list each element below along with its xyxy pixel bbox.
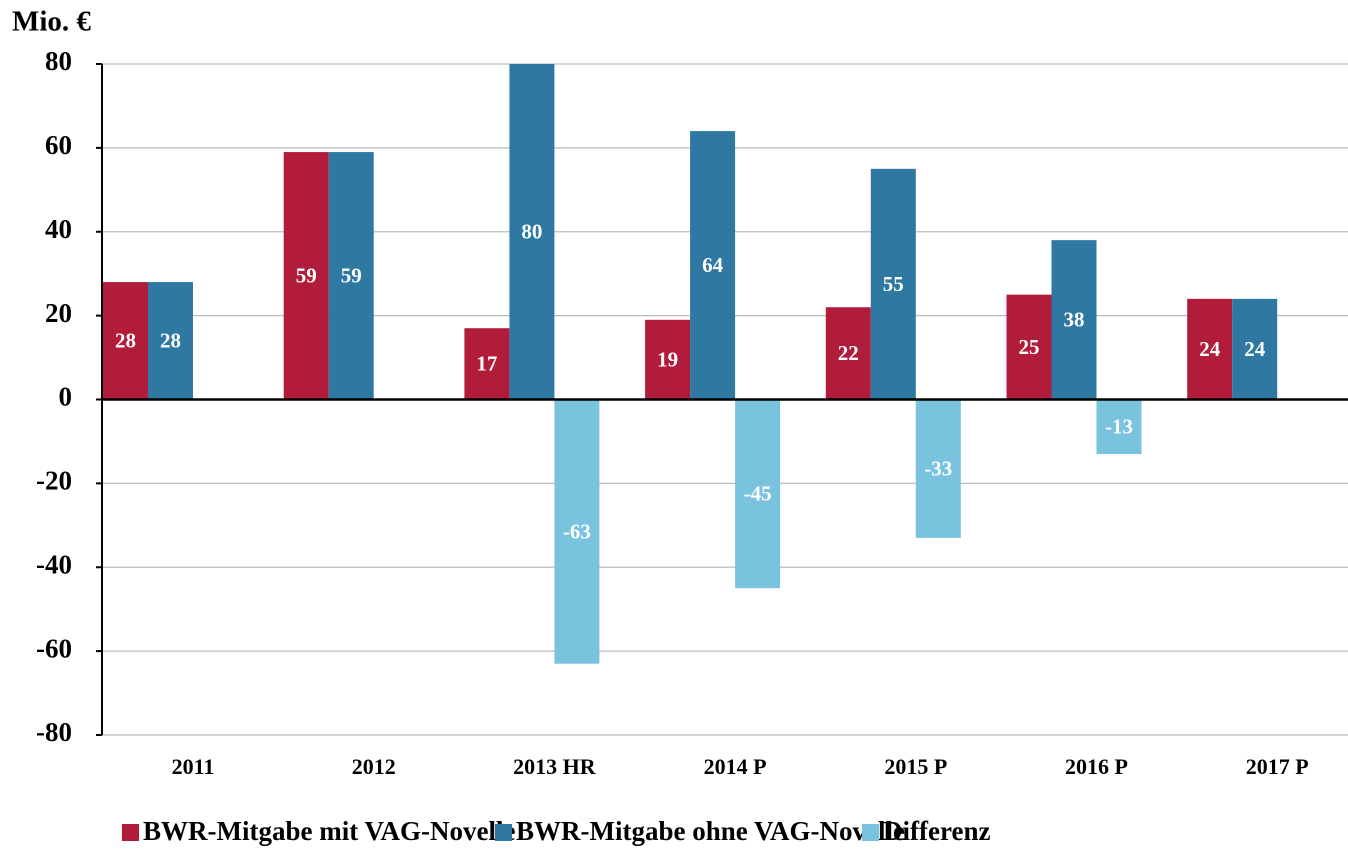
legend-swatch bbox=[495, 824, 512, 841]
bar bbox=[464, 328, 510, 400]
legend-label: BWR-Mitgabe mit VAG-Novelle bbox=[143, 816, 515, 846]
bar bbox=[148, 282, 193, 400]
data-label: 24 bbox=[1199, 337, 1221, 361]
data-label: 19 bbox=[657, 347, 678, 371]
y-tick-label: -60 bbox=[36, 633, 72, 663]
legend-swatch bbox=[862, 824, 879, 841]
y-tick-label: -40 bbox=[36, 549, 72, 579]
data-label: -33 bbox=[924, 457, 952, 481]
y-tick-label: 0 bbox=[59, 382, 73, 412]
bar bbox=[645, 319, 691, 400]
legend-label: Differenz bbox=[883, 816, 990, 846]
data-label: 17 bbox=[476, 352, 497, 376]
y-tick-label: 60 bbox=[45, 130, 72, 160]
y-tick-label: 40 bbox=[45, 214, 72, 244]
data-label: -45 bbox=[744, 482, 772, 506]
bar bbox=[1187, 298, 1233, 400]
data-label: 25 bbox=[1019, 335, 1040, 359]
data-label: 80 bbox=[521, 220, 542, 244]
x-tick-label: 2014 P bbox=[704, 754, 767, 779]
data-label: 59 bbox=[341, 264, 362, 288]
x-tick-label: 2013 HR bbox=[513, 754, 597, 779]
x-tick-label: 2015 P bbox=[884, 754, 947, 779]
bar bbox=[870, 168, 916, 400]
bar bbox=[1051, 240, 1097, 400]
bar bbox=[554, 399, 600, 664]
legend-label: BWR-Mitgabe ohne VAG-Novelle bbox=[516, 816, 905, 846]
data-label: 59 bbox=[296, 264, 317, 288]
data-label: 28 bbox=[160, 329, 181, 353]
bar bbox=[509, 64, 555, 400]
x-tick-label: 2016 P bbox=[1065, 754, 1128, 779]
bar bbox=[283, 152, 329, 400]
data-label: -63 bbox=[563, 519, 591, 543]
x-tick-label: 2017 P bbox=[1246, 754, 1309, 779]
bar bbox=[690, 131, 736, 400]
data-label: 64 bbox=[702, 253, 724, 277]
x-tick-label: 2011 bbox=[172, 754, 215, 779]
data-label: 24 bbox=[1244, 337, 1266, 361]
data-label: -13 bbox=[1105, 415, 1133, 439]
x-tick-label: 2012 bbox=[352, 754, 396, 779]
data-label: 28 bbox=[115, 329, 136, 353]
bar bbox=[825, 307, 871, 400]
y-tick-label: 80 bbox=[45, 46, 72, 76]
bar bbox=[328, 152, 374, 400]
bar bbox=[735, 399, 781, 589]
y-tick-label: 20 bbox=[45, 298, 72, 328]
bar bbox=[1096, 399, 1142, 455]
y-tick-label: -20 bbox=[36, 466, 72, 496]
y-tick-label: -80 bbox=[36, 717, 72, 747]
bar bbox=[103, 282, 148, 400]
bar bbox=[915, 399, 961, 538]
data-label: 55 bbox=[883, 272, 904, 296]
y-axis-label: Mio. € bbox=[12, 6, 91, 38]
data-label: 38 bbox=[1064, 308, 1085, 332]
bar bbox=[1006, 294, 1052, 400]
bar bbox=[1232, 298, 1278, 400]
data-label: 22 bbox=[838, 341, 859, 365]
legend-swatch bbox=[122, 824, 139, 841]
